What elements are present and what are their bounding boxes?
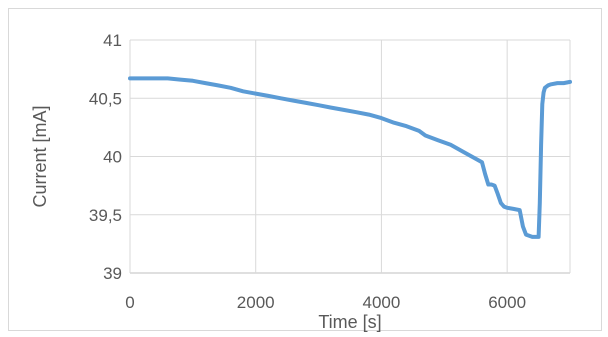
x-axis-title: Time [s]: [318, 312, 381, 332]
y-tick-label: 40,5: [89, 89, 122, 108]
x-tick-label: 0: [125, 293, 134, 312]
x-tick-label: 4000: [363, 293, 401, 312]
series-line-current: [128, 76, 572, 239]
y-axis-title: Current [mA]: [30, 105, 50, 207]
y-tick-label: 39: [103, 264, 122, 283]
x-tick-label: 2000: [237, 293, 275, 312]
y-tick-label: 41: [103, 31, 122, 50]
grid-lines: [129, 39, 571, 274]
x-tick-label: 6000: [488, 293, 526, 312]
y-tick-label: 40: [103, 148, 122, 167]
chart-frame: [8, 8, 602, 331]
y-tick-label: 39,5: [89, 206, 122, 225]
tick-labels: 39 39,5 40 40,5 41 0 2000 4000 6000: [89, 31, 526, 312]
